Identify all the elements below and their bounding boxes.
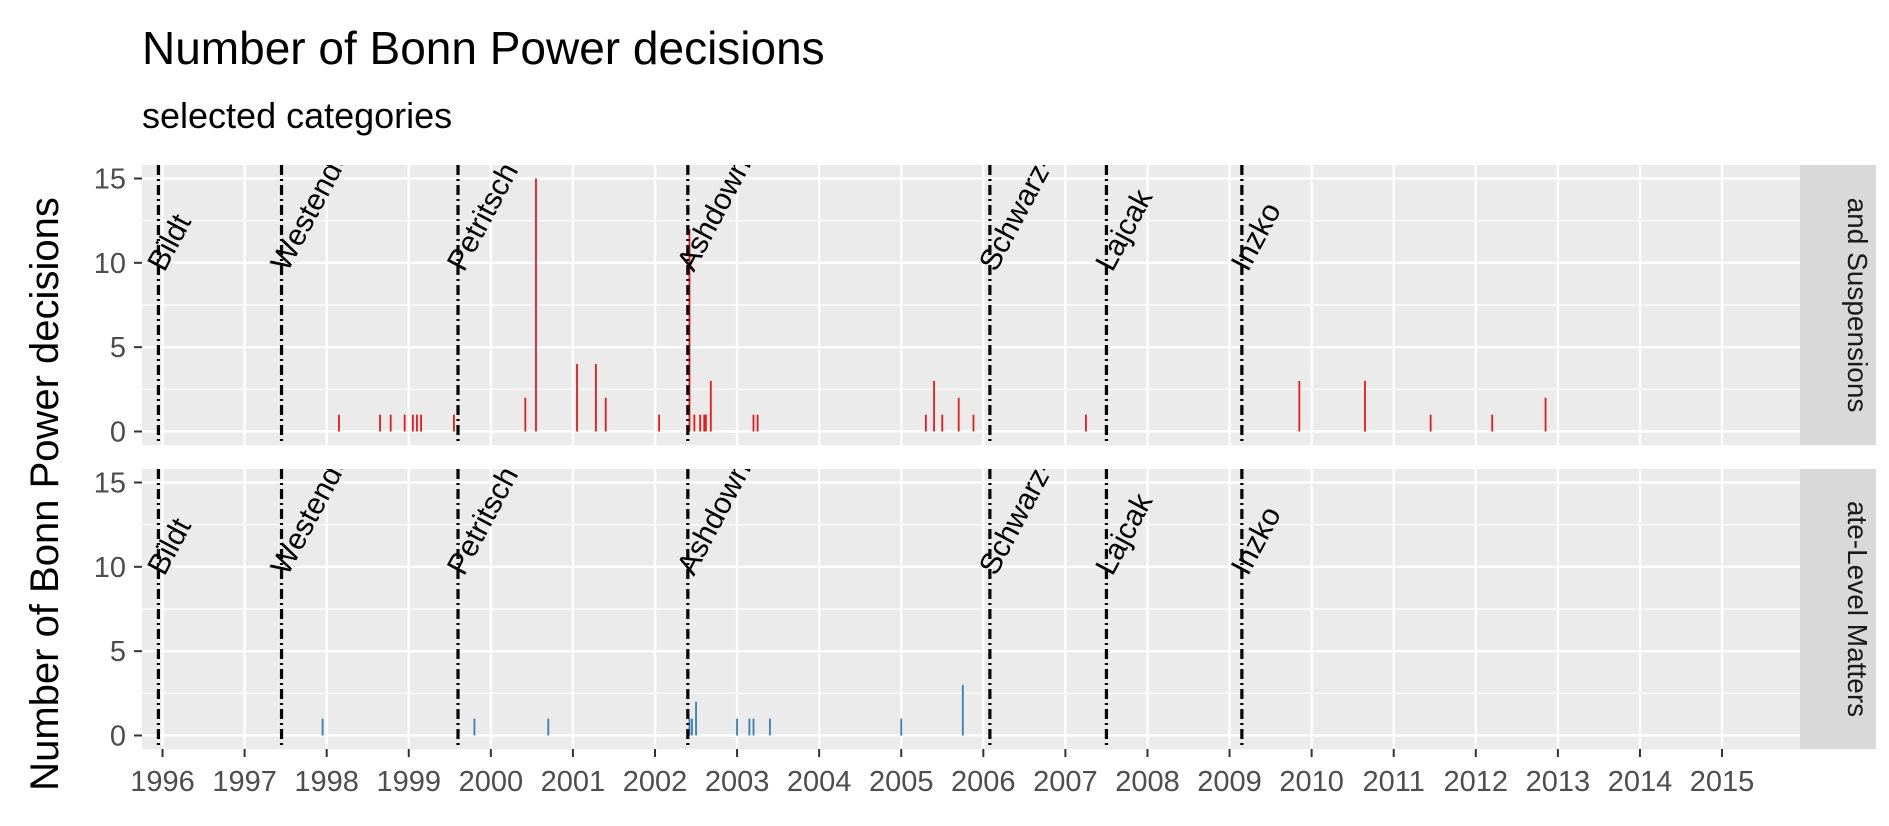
bar: [420, 414, 422, 432]
facet-strip: [1800, 165, 1876, 445]
x-tick-label: 1998: [294, 766, 359, 798]
x-tick-label: 2008: [1115, 766, 1180, 798]
bar: [604, 397, 607, 432]
y-tick-label: 15: [94, 467, 126, 499]
bar: [688, 229, 691, 432]
bar: [748, 718, 751, 736]
bar: [695, 701, 697, 736]
facet-strip: [1800, 469, 1876, 749]
x-tick-label: 2007: [1033, 766, 1098, 798]
x-tick-label: 2003: [705, 766, 770, 798]
bar: [594, 364, 597, 432]
bar: [547, 718, 550, 736]
bar: [403, 414, 406, 432]
x-tick-label: 2004: [787, 766, 852, 798]
x-tick-label: 2002: [623, 766, 688, 798]
bar: [473, 718, 476, 736]
bar: [933, 380, 935, 432]
bar: [338, 414, 340, 432]
strip-clip: and Suspensions: [1842, 198, 1873, 413]
facet-strip-label: and Suspensions: [1842, 198, 1873, 413]
x-tick-label: 2013: [1526, 766, 1591, 798]
y-tick-label: 0: [110, 721, 126, 753]
x-tick-label: 2012: [1444, 766, 1509, 798]
x-tick-label: 2010: [1279, 766, 1344, 798]
x-axis: 1996 1997 1998 1999 2000 2001 2002 2003 2004 2005…: [130, 749, 1754, 798]
x-tick-label: 2015: [1690, 766, 1755, 798]
bar: [752, 414, 755, 432]
bar: [972, 414, 975, 432]
bar: [1491, 414, 1494, 432]
bar: [524, 397, 527, 432]
facet-strip-label: ate-Level Matters: [1842, 501, 1873, 717]
bar: [1429, 414, 1432, 432]
bar: [1085, 414, 1087, 432]
bar: [411, 414, 414, 432]
bar: [576, 364, 578, 432]
y-axis-ticks: 0 5 10 15: [94, 163, 142, 449]
x-tick-label: 1996: [130, 766, 195, 798]
bar: [704, 414, 707, 432]
bar: [658, 414, 660, 432]
y-tick-label: 10: [94, 248, 126, 280]
x-tick-label: 2011: [1363, 766, 1425, 798]
bar: [1298, 380, 1301, 432]
x-tick-label: 2001: [541, 766, 606, 798]
x-tick-label: 2014: [1608, 766, 1673, 798]
bar: [1544, 397, 1547, 432]
bar: [699, 414, 702, 432]
bar: [416, 414, 418, 432]
y-tick-label: 10: [94, 552, 126, 584]
bar: [453, 414, 455, 432]
bar: [756, 414, 759, 432]
chart-title: Number of Bonn Power decisions: [142, 22, 825, 74]
bar: [957, 397, 960, 432]
bar: [389, 414, 392, 432]
bar: [379, 414, 381, 432]
bar: [736, 718, 738, 736]
bar: [688, 718, 691, 736]
bar: [703, 414, 706, 432]
y-tick-label: 5: [110, 332, 126, 364]
strip-clip: ate-Level Matters: [1842, 501, 1873, 717]
y-axis-ticks: 0 5 10 15: [94, 467, 142, 753]
x-tick-label: 2005: [869, 766, 934, 798]
y-tick-label: 15: [94, 163, 126, 195]
chart-subtitle: selected categories: [142, 95, 452, 136]
x-tick-label: 1999: [376, 766, 441, 798]
y-tick-label: 5: [110, 636, 126, 668]
bar: [961, 684, 964, 736]
bar: [693, 414, 696, 432]
bar: [924, 414, 927, 432]
panel-bars: [338, 178, 1547, 432]
x-tick-label: 2000: [459, 766, 524, 798]
bar: [535, 178, 537, 432]
y-axis-label: Number of Bonn Power decisions: [23, 197, 67, 791]
bar: [900, 718, 903, 736]
bar: [691, 718, 693, 736]
panel-grid: [142, 165, 1800, 445]
bar: [709, 380, 712, 432]
bar: [941, 414, 944, 432]
panel-grid: [142, 469, 1800, 749]
bar: [321, 718, 324, 736]
x-tick-label: 2009: [1197, 766, 1262, 798]
hr-lines: [156, 165, 1244, 445]
bar: [1364, 380, 1366, 432]
hr-lines: [156, 469, 1244, 749]
panel-bars: [321, 684, 964, 736]
y-tick-label: 0: [110, 417, 126, 449]
x-tick-label: 2006: [951, 766, 1016, 798]
bar: [752, 718, 755, 736]
bar: [769, 718, 771, 736]
x-tick-label: 1997: [212, 766, 277, 798]
